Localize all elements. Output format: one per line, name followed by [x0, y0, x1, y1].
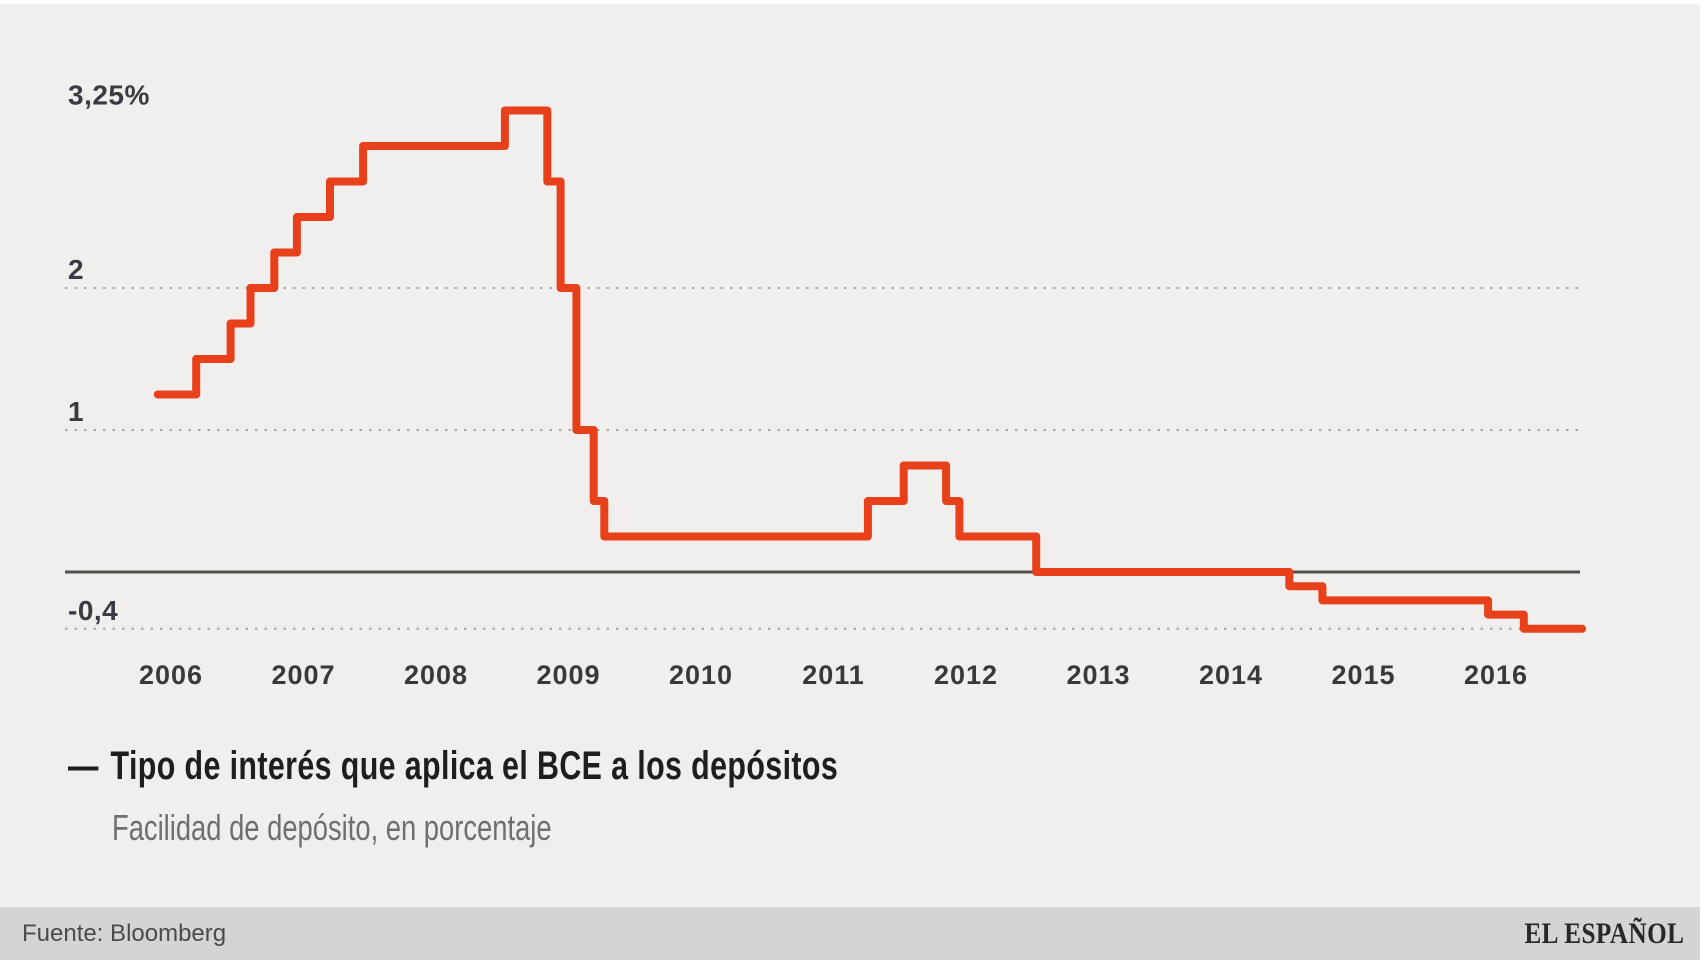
legend-dash-icon: —: [68, 744, 99, 788]
brand-logo: EL ESPAÑOL: [1524, 916, 1684, 950]
chart-subtitle: Facilidad de depósito, en porcentaje: [112, 807, 552, 848]
footer-bar: Fuente: Bloomberg EL ESPAÑOL: [0, 907, 1700, 960]
source-credit: Fuente: Bloomberg: [22, 919, 227, 947]
chart-title: Tipo de interés que aplica el BCE a los …: [110, 744, 839, 788]
chart-legend: — Tipo de interés que aplica el BCE a lo…: [68, 742, 1081, 849]
